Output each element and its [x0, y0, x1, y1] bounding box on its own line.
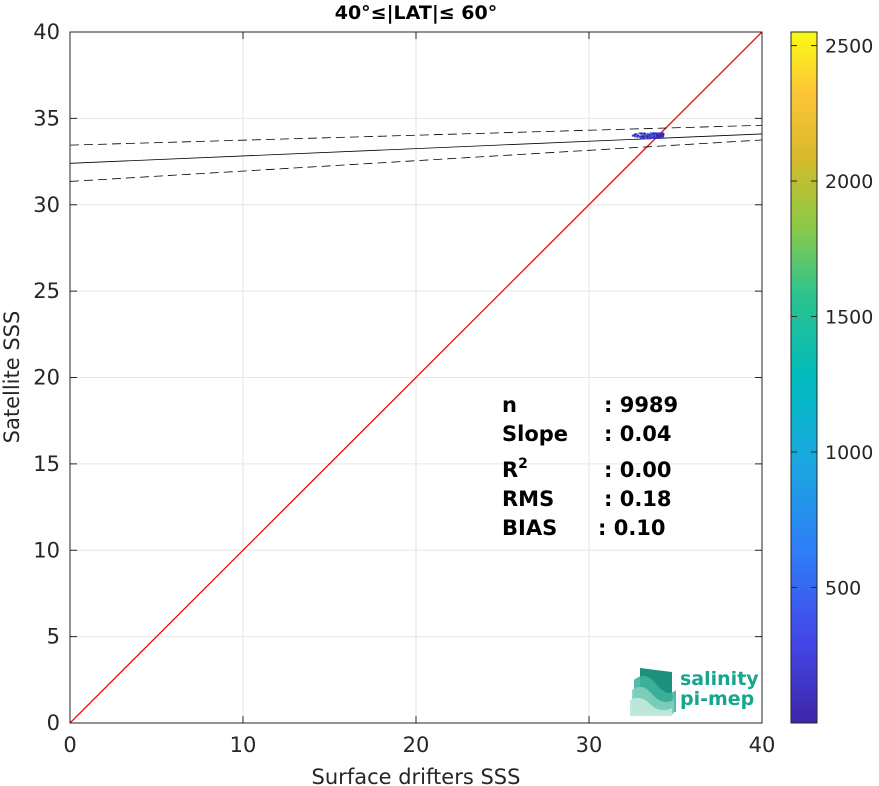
y-tick-label: 5 [47, 625, 60, 649]
stat-label: Slope [502, 422, 568, 446]
data-point [646, 135, 649, 138]
regression-upper-bound [70, 124, 762, 146]
axis-ticks: 0 10 20 30 40 0 5 10 15 20 25 30 35 40 [33, 20, 775, 757]
colorbar: 500 1000 1500 2000 2500 [790, 31, 873, 724]
stat-value: : 9989 [604, 393, 678, 417]
data-point [643, 133, 646, 136]
data-point [658, 136, 661, 139]
data-point [634, 135, 637, 138]
data-point [651, 135, 654, 138]
data-point [646, 136, 649, 139]
x-tick-label: 20 [403, 733, 430, 757]
y-tick-label: 35 [33, 106, 60, 130]
y-tick-label: 15 [33, 452, 60, 476]
data-point [661, 134, 664, 137]
data-point [642, 133, 645, 136]
data-point [638, 132, 641, 135]
stat-value: : 0.10 [598, 516, 666, 540]
data-point [640, 135, 643, 138]
stat-value: : 0.04 [604, 422, 672, 446]
data-point [656, 132, 659, 135]
stat-value: : 0.18 [604, 487, 672, 511]
data-point [638, 135, 641, 138]
data-point [647, 134, 650, 137]
stat-label: RMS [502, 487, 554, 511]
data-point [635, 133, 638, 136]
y-tick-label: 0 [47, 711, 60, 735]
x-tick-label: 40 [749, 733, 776, 757]
colorbar-tick-label: 1000 [825, 442, 873, 464]
data-point [643, 132, 646, 135]
colorbar-tick-label: 2500 [825, 36, 873, 58]
data-point [660, 136, 663, 139]
chart-title: 40°≤|LAT|≤ 60° [335, 2, 498, 24]
colorbar-tick-label: 1500 [825, 307, 873, 329]
plot-marks [70, 32, 762, 723]
stat-superscript: 2 [518, 456, 528, 472]
data-point [654, 136, 657, 139]
regression-line [70, 133, 762, 164]
logo-line2: pi-mep [680, 688, 754, 710]
y-axis-label: Satellite SSS [0, 311, 24, 444]
data-point [658, 133, 661, 136]
data-point [643, 136, 646, 139]
regression-lower-bound [70, 139, 762, 182]
data-point [662, 132, 665, 135]
colorbar-tick-label: 500 [825, 578, 861, 600]
y-tick-label: 25 [33, 279, 60, 303]
x-tick-label: 30 [576, 733, 603, 757]
data-point [647, 137, 650, 140]
data-point [641, 135, 644, 138]
x-axis-label: Surface drifters SSS [312, 765, 521, 786]
salinity-pimep-logo: salinity pi-mep [630, 668, 759, 716]
data-point [652, 132, 655, 135]
y-tick-label: 20 [33, 366, 60, 390]
y-tick-label: 40 [33, 20, 60, 44]
data-point [657, 135, 660, 138]
x-tick-label: 0 [63, 733, 76, 757]
logo-line1: salinity [680, 668, 759, 690]
data-point [660, 135, 663, 138]
data-point [636, 134, 639, 137]
data-point [654, 132, 657, 135]
colorbar-gradient [790, 31, 818, 724]
y-tick-label: 10 [33, 538, 60, 562]
data-point [631, 134, 634, 137]
data-point [636, 135, 639, 138]
data-point [649, 137, 652, 140]
stat-label: BIAS [502, 516, 557, 540]
stat-value: : 0.00 [604, 458, 672, 482]
data-point [648, 135, 651, 138]
data-point [633, 134, 636, 137]
colorbar-tick-label: 2000 [825, 171, 873, 193]
x-tick-label: 10 [230, 733, 257, 757]
data-point [651, 132, 654, 135]
data-point [648, 134, 651, 137]
data-point [643, 135, 646, 138]
wave-logo-icon [630, 668, 676, 716]
data-point [653, 134, 656, 137]
stat-label: n [502, 393, 517, 417]
y-tick-label: 30 [33, 193, 60, 217]
data-point [649, 132, 652, 135]
data-point [657, 133, 660, 136]
colorbar-ticks: 500 1000 1500 2000 2500 [791, 36, 873, 600]
data-point [640, 132, 643, 135]
